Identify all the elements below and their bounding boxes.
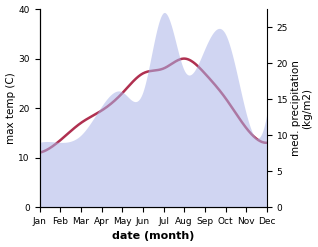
Y-axis label: max temp (C): max temp (C) [5, 72, 16, 144]
X-axis label: date (month): date (month) [112, 231, 194, 242]
Y-axis label: med. precipitation
(kg/m2): med. precipitation (kg/m2) [291, 60, 313, 156]
